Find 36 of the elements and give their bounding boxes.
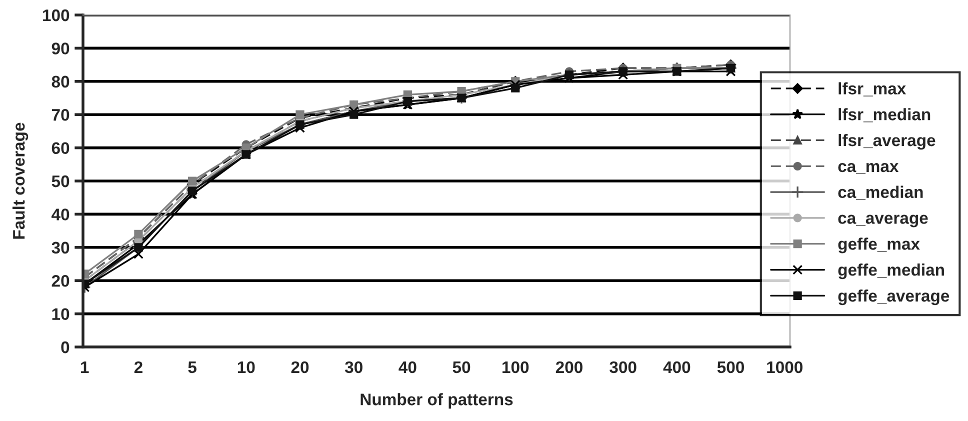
legend-label: lfsr_median (838, 108, 930, 122)
x-tick-label: 50 (452, 361, 470, 374)
legend-label: ca_average (838, 214, 928, 228)
y-tick-label: 60 (52, 142, 70, 154)
x-axis-title: Number of patterns (360, 393, 513, 409)
legend-label: ca_max (838, 163, 899, 174)
y-tick-label: 80 (52, 76, 70, 88)
x-tick-label: 30 (344, 361, 362, 374)
y-tick-label: 0 (61, 341, 70, 354)
x-tick-label: 10 (238, 361, 255, 374)
legend-label: ca_median (838, 186, 923, 200)
x-tick-label: 20 (291, 361, 309, 374)
x-tick-label: 5 (188, 362, 196, 374)
y-tick-label: 20 (52, 275, 70, 287)
legend-label: geffe_average (838, 289, 950, 306)
x-tick-label: 200 (556, 361, 582, 374)
x-tick-label: 300 (610, 361, 636, 374)
x-tick-label: 40 (398, 361, 416, 374)
legend-label: lfsr_average (838, 134, 936, 150)
x-tick-label: 2 (134, 361, 142, 373)
legend-label: lfsr_max (838, 82, 906, 96)
x-tick-label: 1000 (767, 361, 802, 374)
y-tick-label: 30 (52, 242, 70, 254)
y-tick-label: 10 (52, 308, 70, 320)
y-tick-label: 100 (43, 9, 70, 22)
x-tick-label: 1 (81, 362, 89, 373)
y-tick-label: 40 (52, 208, 70, 220)
y-tick-label: 90 (52, 42, 70, 54)
x-tick-label: 400 (663, 361, 690, 374)
x-tick-label: 500 (717, 361, 744, 374)
x-tick-label: 100 (502, 361, 529, 374)
legend-label: geffe_max (838, 238, 920, 254)
legend-label: geffe_median (838, 264, 944, 280)
y-tick-label: 70 (52, 109, 70, 121)
y-axis-title: Fault coverage (12, 122, 28, 239)
y-tick-label: 50 (52, 175, 70, 188)
